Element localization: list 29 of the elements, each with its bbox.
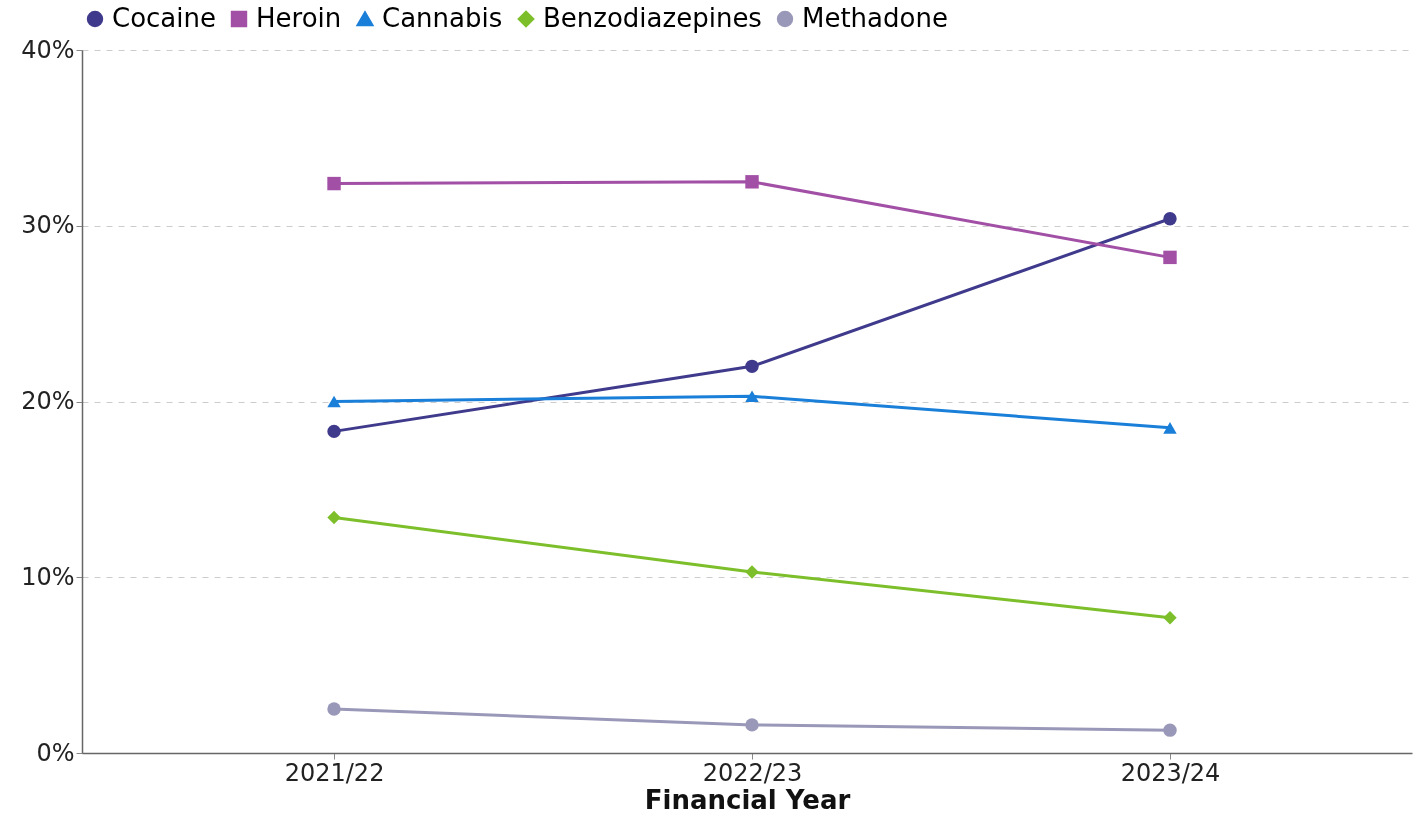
point [1163, 250, 1177, 265]
legend-label: Benzodiazepines [543, 3, 762, 33]
y-tick-label: 0% [36, 738, 75, 767]
point [327, 510, 341, 525]
y-tick-label: 30% [21, 211, 75, 240]
y-tick-label: 20% [21, 387, 75, 415]
point [745, 565, 759, 579]
legend-label: Heroin [256, 3, 342, 33]
point [745, 175, 759, 189]
point [1163, 422, 1177, 434]
point [745, 359, 759, 374]
point [1163, 212, 1177, 226]
legend-label: Cocaine [112, 3, 216, 33]
point [1163, 723, 1177, 737]
x-axis-title: Financial Year [644, 784, 851, 815]
point [327, 176, 341, 191]
y-tick-label: 10% [21, 562, 75, 591]
x-tick-label: 2021/22 [284, 758, 385, 787]
point [327, 702, 341, 716]
point [1163, 610, 1177, 625]
point [327, 395, 341, 408]
point [745, 390, 759, 403]
legend-label: Cannabis [382, 3, 503, 33]
point [745, 718, 759, 732]
y-tick-label: 40% [21, 35, 75, 64]
point [327, 424, 341, 439]
legend-label: Methadone [802, 3, 948, 33]
x-tick-label: 2022/23 [702, 758, 803, 787]
x-tick-label: 2023/24 [1120, 758, 1221, 787]
